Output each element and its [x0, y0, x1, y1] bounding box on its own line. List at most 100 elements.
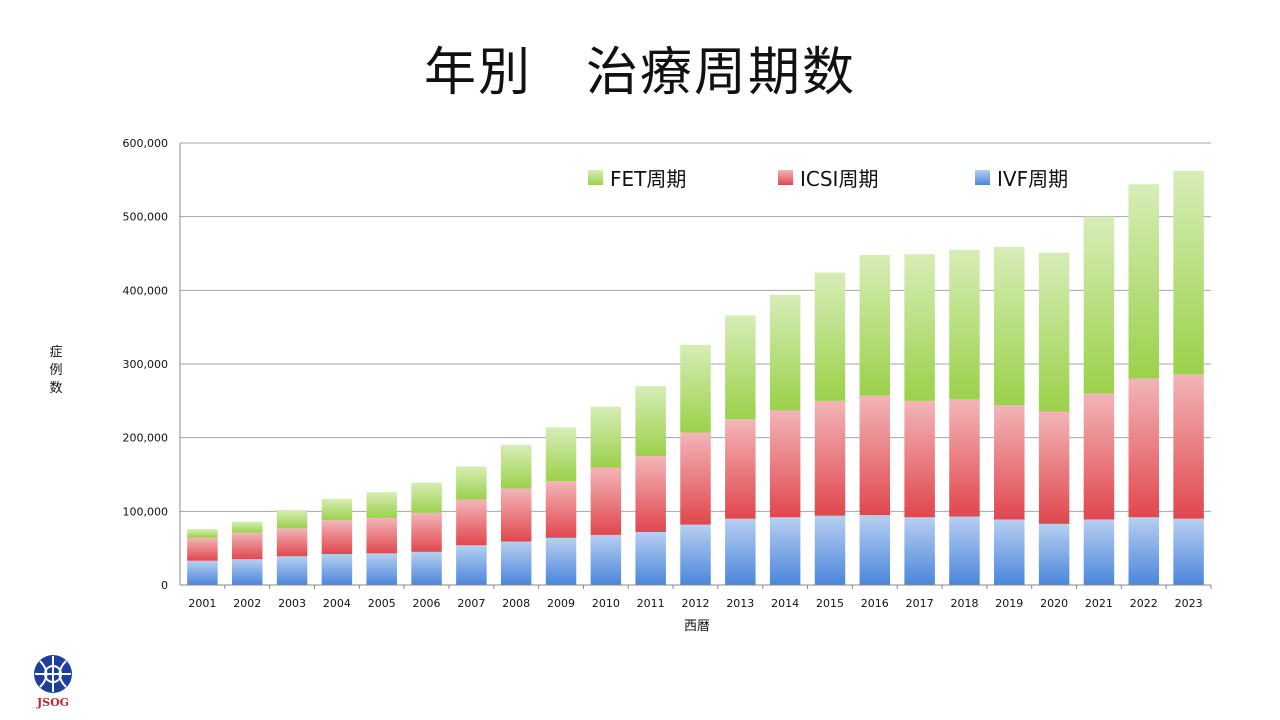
bar-ivf-2001 — [187, 560, 218, 585]
bar-icsi-2004 — [321, 520, 353, 555]
x-tick-label: 2012 — [682, 597, 710, 610]
bar-ivf-2006 — [411, 551, 442, 585]
bar-fet-2013 — [725, 315, 756, 420]
y-tick-label: 600,000 — [123, 137, 169, 150]
jsog-logo-text: JSOG — [36, 696, 70, 709]
bar-ivf-2008 — [500, 541, 532, 585]
bar-icsi-2015 — [814, 400, 846, 516]
x-tick-label: 2008 — [502, 597, 530, 610]
bar-fet-2015 — [814, 272, 846, 401]
y-tick-label: 200,000 — [123, 432, 169, 445]
x-tick-label: 2016 — [861, 597, 889, 610]
bar-fet-2004 — [321, 498, 353, 521]
bar-fet-2019 — [994, 246, 1025, 406]
x-tick-label: 2011 — [637, 597, 665, 610]
bar-ivf-2017 — [904, 517, 935, 585]
bar-ivf-2018 — [949, 516, 980, 585]
bar-fet-2020 — [1038, 252, 1070, 412]
bar-ivf-2019 — [994, 519, 1025, 585]
x-tick-label: 2022 — [1130, 597, 1158, 610]
jsog-emblem-icon — [34, 655, 72, 693]
bar-icsi-2003 — [276, 528, 308, 557]
x-tick-label: 2006 — [413, 597, 441, 610]
bar-icsi-2018 — [949, 399, 980, 517]
jsog-logo: JSOG — [28, 652, 78, 712]
bar-ivf-2003 — [276, 556, 308, 585]
x-tick-label: 2001 — [188, 597, 216, 610]
bar-ivf-2010 — [590, 534, 622, 585]
legend-swatch-ivf — [975, 170, 990, 185]
bar-fet-2018 — [949, 249, 980, 400]
page-title: 年別 治療周期数 — [423, 43, 856, 103]
bar-icsi-2008 — [500, 488, 532, 542]
bar-fet-2017 — [904, 254, 935, 401]
bar-fet-2005 — [366, 492, 397, 518]
bar-icsi-2012 — [680, 432, 711, 525]
bar-fet-2010 — [590, 406, 622, 468]
y-tick-label: 400,000 — [123, 284, 169, 297]
bar-icsi-2020 — [1038, 411, 1070, 524]
bar-ivf-2012 — [680, 524, 711, 585]
bar-icsi-2016 — [859, 395, 891, 516]
bar-ivf-2004 — [321, 554, 353, 585]
bar-icsi-2019 — [994, 405, 1025, 520]
bar-ivf-2015 — [814, 515, 846, 585]
legend-label-fet: FET周期 — [610, 167, 686, 191]
bar-icsi-2017 — [904, 400, 935, 518]
bar-icsi-2021 — [1083, 393, 1115, 520]
bar-icsi-2010 — [590, 467, 622, 535]
bar-fet-2003 — [276, 509, 308, 529]
bar-icsi-2023 — [1173, 374, 1204, 519]
bar-fet-2001 — [187, 529, 218, 538]
x-tick-label: 2007 — [457, 597, 485, 610]
y-axis-label: 症 例 数 — [49, 345, 63, 396]
bar-ivf-2022 — [1128, 517, 1160, 585]
y-tick-label: 0 — [161, 579, 168, 592]
bar-ivf-2005 — [366, 553, 397, 585]
legend-swatch-icsi — [778, 170, 793, 185]
bar-ivf-2021 — [1083, 519, 1115, 585]
y-tick-label: 300,000 — [123, 358, 169, 371]
bar-fet-2002 — [231, 521, 263, 533]
bar-icsi-2002 — [231, 532, 263, 560]
x-tick-label: 2019 — [995, 597, 1023, 610]
bar-ivf-2016 — [859, 515, 891, 585]
bar-fet-2014 — [769, 294, 801, 411]
bar-icsi-2001 — [187, 537, 218, 561]
bar-ivf-2013 — [725, 518, 756, 585]
bar-icsi-2011 — [635, 456, 666, 532]
legend-label-icsi: ICSI周期 — [800, 167, 878, 191]
bar-fet-2008 — [500, 445, 532, 489]
x-tick-label: 2023 — [1175, 597, 1203, 610]
bar-icsi-2013 — [725, 419, 756, 519]
bar-fet-2021 — [1083, 216, 1115, 394]
bar-icsi-2009 — [545, 481, 577, 538]
bar-fet-2023 — [1173, 170, 1204, 375]
bar-ivf-2020 — [1038, 523, 1070, 585]
bar-icsi-2006 — [411, 512, 442, 552]
x-tick-label: 2017 — [906, 597, 934, 610]
x-tick-label: 2010 — [592, 597, 620, 610]
bar-ivf-2007 — [456, 545, 487, 585]
bar-ivf-2023 — [1173, 518, 1204, 585]
x-tick-label: 2002 — [233, 597, 261, 610]
y-tick-label: 500,000 — [123, 211, 169, 224]
bar-ivf-2002 — [231, 559, 263, 585]
x-tick-label: 2018 — [950, 597, 978, 610]
bar-fet-2012 — [680, 344, 711, 433]
legend-label-ivf: IVF周期 — [997, 167, 1068, 191]
bar-icsi-2022 — [1128, 378, 1160, 518]
bar-fet-2009 — [545, 427, 577, 482]
x-tick-label: 2021 — [1085, 597, 1113, 610]
bar-fet-2007 — [456, 466, 487, 500]
x-axis-label: 西暦 — [684, 619, 710, 634]
bar-ivf-2011 — [635, 531, 666, 585]
x-tick-label: 2015 — [816, 597, 844, 610]
x-tick-label: 2003 — [278, 597, 306, 610]
bar-icsi-2007 — [456, 499, 487, 546]
bar-fet-2022 — [1128, 184, 1160, 379]
bar-ivf-2009 — [545, 537, 577, 585]
y-tick-label: 100,000 — [123, 505, 169, 518]
x-tick-label: 2014 — [771, 597, 799, 610]
